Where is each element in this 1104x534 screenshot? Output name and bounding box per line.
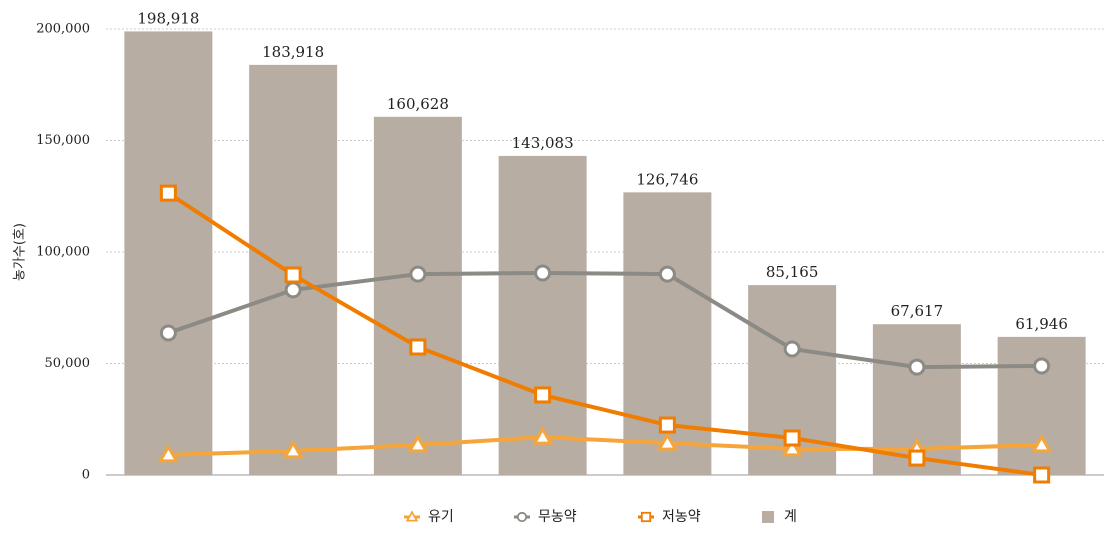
legend-label: 계 — [784, 509, 797, 525]
marker — [157, 443, 179, 463]
line-series — [157, 426, 1053, 463]
marker — [534, 264, 552, 282]
marker — [640, 511, 652, 523]
bar — [373, 116, 462, 475]
bar-value-label: 143,083 — [512, 134, 574, 152]
marker — [282, 439, 304, 459]
marker — [405, 510, 419, 522]
legend-item: 유기 — [404, 509, 454, 525]
legend-label: 무농약 — [538, 509, 577, 525]
line-series — [159, 184, 1051, 484]
marker — [516, 511, 528, 523]
marker — [409, 338, 427, 356]
marker — [534, 386, 552, 404]
marker — [908, 449, 926, 467]
marker — [783, 429, 801, 447]
bar-value-label: 160,628 — [387, 95, 449, 113]
y-axis-label: 농가수(호) — [13, 223, 28, 281]
marker — [284, 266, 302, 284]
legend-item: 무농약 — [514, 509, 577, 525]
y-tick-label: 100,000 — [36, 245, 90, 260]
bar — [498, 155, 587, 475]
legend-item: 계 — [762, 509, 797, 525]
bar-value-label: 61,946 — [1015, 315, 1068, 333]
legend-label: 저농약 — [662, 509, 701, 525]
bar-value-label: 183,918 — [262, 43, 324, 61]
legend-label: 유기 — [428, 509, 454, 525]
y-tick-label: 150,000 — [36, 133, 90, 148]
marker — [409, 265, 427, 283]
marker — [908, 358, 926, 376]
marker — [1031, 433, 1053, 453]
marker — [159, 184, 177, 202]
marker — [656, 432, 678, 451]
marker — [159, 324, 177, 342]
marker — [407, 433, 429, 453]
legend-item: 저농약 — [638, 509, 701, 525]
y-tick-label: 200,000 — [36, 22, 90, 37]
marker — [284, 281, 302, 299]
line — [167, 191, 1042, 477]
line — [168, 435, 1042, 457]
legend-swatch — [762, 511, 774, 523]
bar-value-label: 67,617 — [891, 302, 944, 320]
bar-value-label: 198,918 — [137, 9, 199, 27]
marker — [781, 437, 803, 457]
marker — [658, 416, 676, 434]
bar-value-label: 126,746 — [636, 170, 698, 188]
bar-value-label: 85,165 — [766, 263, 819, 281]
marker — [532, 426, 554, 445]
marker — [1033, 357, 1051, 375]
y-tick-label: 0 — [82, 468, 90, 483]
bar — [124, 31, 213, 475]
marker — [658, 265, 676, 283]
y-tick-label: 50,000 — [45, 356, 91, 371]
marker — [1033, 466, 1051, 484]
marker — [783, 340, 801, 358]
